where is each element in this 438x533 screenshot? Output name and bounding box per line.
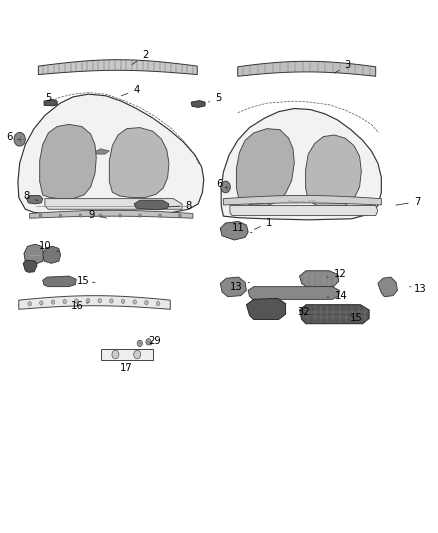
Text: 32: 32 — [297, 306, 314, 317]
Polygon shape — [221, 109, 381, 220]
Circle shape — [145, 301, 148, 305]
Text: 7: 7 — [396, 197, 420, 207]
Text: 5: 5 — [208, 93, 221, 103]
Polygon shape — [24, 244, 44, 264]
Circle shape — [137, 340, 142, 346]
Polygon shape — [44, 100, 57, 106]
Circle shape — [14, 132, 25, 146]
Polygon shape — [237, 128, 294, 206]
Polygon shape — [45, 199, 182, 209]
Polygon shape — [101, 349, 153, 360]
Circle shape — [86, 298, 90, 303]
Circle shape — [221, 181, 230, 193]
Circle shape — [99, 214, 102, 217]
Circle shape — [59, 214, 62, 217]
Text: 6: 6 — [6, 132, 20, 142]
Circle shape — [39, 214, 42, 217]
Circle shape — [39, 301, 43, 305]
Text: Chrysler 300: Chrysler 300 — [288, 200, 315, 204]
Circle shape — [51, 300, 55, 304]
Circle shape — [119, 214, 121, 217]
Polygon shape — [248, 287, 339, 300]
Text: 1: 1 — [254, 218, 272, 229]
Polygon shape — [110, 127, 169, 198]
Text: 4: 4 — [121, 85, 139, 96]
Polygon shape — [220, 221, 248, 240]
Text: 15: 15 — [77, 276, 95, 286]
Text: 9: 9 — [89, 209, 106, 220]
Text: 13: 13 — [230, 281, 250, 292]
Circle shape — [139, 214, 141, 217]
Text: 8: 8 — [169, 200, 192, 211]
Polygon shape — [223, 196, 381, 205]
Text: 6: 6 — [217, 179, 228, 189]
Polygon shape — [40, 124, 96, 199]
Polygon shape — [18, 94, 204, 216]
Polygon shape — [230, 206, 378, 216]
Polygon shape — [39, 60, 197, 75]
Text: 16: 16 — [71, 301, 88, 311]
Polygon shape — [43, 276, 76, 287]
Text: 3: 3 — [335, 60, 350, 73]
Polygon shape — [30, 211, 193, 218]
Circle shape — [121, 299, 125, 303]
Circle shape — [74, 299, 78, 303]
Text: 29: 29 — [148, 336, 161, 346]
Polygon shape — [23, 260, 37, 272]
Polygon shape — [238, 61, 376, 76]
Polygon shape — [191, 101, 205, 108]
Text: 15: 15 — [350, 313, 363, 324]
Circle shape — [98, 298, 102, 303]
Polygon shape — [134, 200, 169, 210]
Circle shape — [110, 299, 113, 303]
Circle shape — [28, 302, 32, 306]
Polygon shape — [247, 298, 286, 319]
Polygon shape — [306, 135, 361, 208]
Text: 2: 2 — [132, 51, 148, 64]
Circle shape — [159, 214, 161, 217]
Circle shape — [112, 350, 119, 359]
Text: 11: 11 — [232, 223, 252, 233]
Polygon shape — [19, 296, 170, 309]
Text: 10: 10 — [39, 241, 59, 252]
Text: 8: 8 — [24, 191, 38, 201]
Text: 14: 14 — [327, 290, 347, 301]
Text: 17: 17 — [120, 364, 133, 373]
Polygon shape — [300, 271, 339, 288]
Text: 12: 12 — [327, 270, 346, 279]
Text: 13: 13 — [410, 284, 426, 294]
Polygon shape — [220, 277, 247, 297]
Circle shape — [63, 300, 67, 304]
Circle shape — [134, 350, 141, 359]
Circle shape — [133, 300, 137, 304]
Polygon shape — [300, 305, 369, 324]
Circle shape — [79, 214, 81, 217]
Circle shape — [146, 338, 151, 345]
Circle shape — [179, 214, 181, 217]
Text: 5: 5 — [45, 93, 57, 103]
Polygon shape — [27, 196, 43, 204]
Circle shape — [156, 302, 160, 306]
Polygon shape — [96, 149, 110, 154]
Polygon shape — [378, 277, 397, 297]
Polygon shape — [43, 246, 60, 263]
